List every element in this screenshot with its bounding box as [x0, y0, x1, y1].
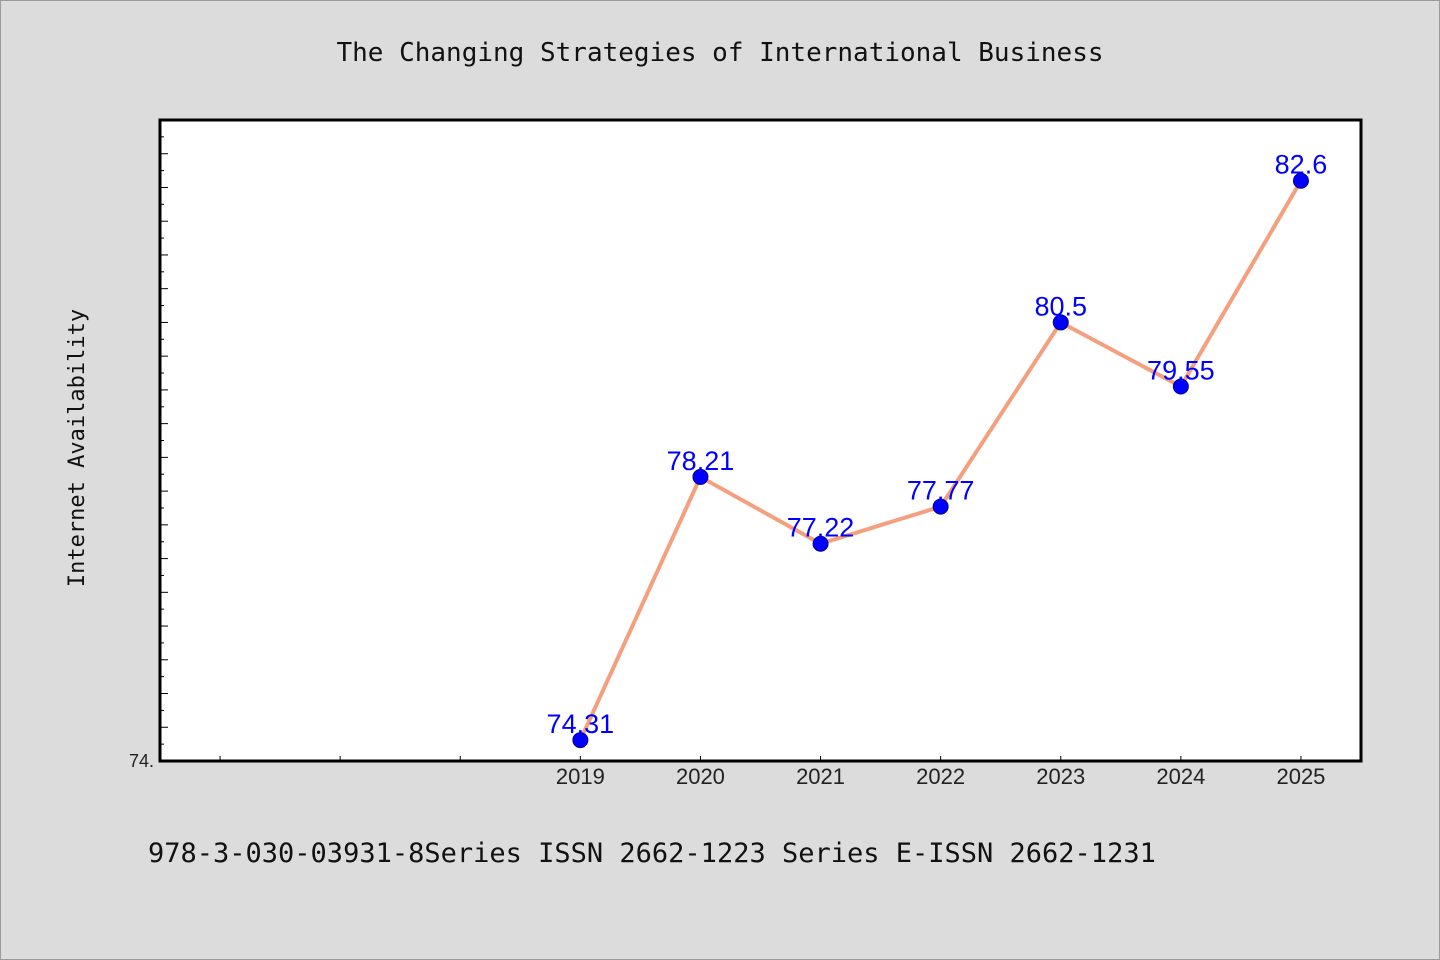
plot-area [160, 120, 1361, 761]
data-point-label: 79.55 [1147, 356, 1215, 386]
data-point-marker [932, 498, 949, 515]
y-axis-label: Internet Availability [65, 309, 90, 587]
x-tick-label: 2023 [1036, 764, 1085, 789]
data-point-marker [692, 468, 709, 485]
plot-frame [158, 118, 1363, 763]
data-labels: 74.31 78.21 77.22 77.77 80.5 79.55 82.6 [547, 150, 1328, 739]
x-tick-label: 2020 [676, 764, 725, 789]
footer-text: 978-3-030-03931-8Series ISSN 2662-1223 S… [148, 838, 1156, 869]
x-tick-label: 2021 [796, 764, 845, 789]
x-axis-tick-labels: 2019 2020 2021 2022 2023 2024 2025 [556, 764, 1326, 789]
y-axis-tick-labels: 74. [129, 751, 154, 771]
data-point-label: 77.22 [787, 513, 855, 543]
x-tick-label: 2025 [1276, 764, 1325, 789]
x-tick-label: 2019 [556, 764, 605, 789]
x-tick-label: 2024 [1156, 764, 1205, 789]
y-tick-label: 74. [129, 751, 154, 771]
data-point-marker [1292, 172, 1309, 189]
data-point-label: 80.5 [1034, 291, 1087, 321]
data-point-marker [812, 535, 829, 552]
data-point-label: 74.31 [547, 709, 615, 739]
data-point-label: 82.6 [1275, 150, 1328, 180]
data-point-label: 77.77 [907, 476, 975, 506]
data-point-marker [1172, 378, 1189, 395]
chart-title: The Changing Strategies of International… [336, 38, 1103, 68]
x-tick-label: 2022 [916, 764, 965, 789]
data-point-marker [572, 732, 589, 749]
data-point-marker [1052, 314, 1069, 331]
series-markers [572, 172, 1309, 749]
data-point-label: 78.21 [667, 446, 735, 476]
